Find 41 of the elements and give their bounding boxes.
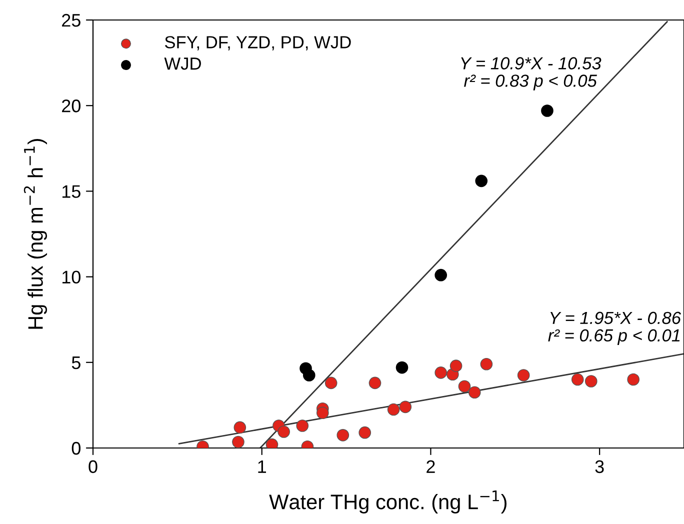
point — [296, 420, 309, 432]
point — [475, 174, 488, 188]
x-tick-label: 2 — [426, 460, 435, 473]
point — [387, 403, 400, 416]
point — [358, 426, 372, 439]
y-tick-label: 20 — [62, 100, 80, 112]
point — [396, 361, 408, 374]
x-tick-label: 0 — [88, 460, 98, 474]
legend-label: WJD — [164, 58, 201, 70]
point — [627, 373, 640, 386]
point — [517, 369, 530, 382]
point — [324, 376, 338, 390]
point — [584, 375, 598, 388]
point — [468, 386, 481, 399]
point — [316, 406, 329, 420]
point — [232, 436, 244, 448]
y-axis-title: Hg flux (ng m$^{−2}$ h$^{−1}$) — [24, 139, 48, 329]
annotation: Y = 10.9*X - 10.53 r² = 0.83 p < 0.05 — [461, 57, 602, 90]
y-tick-label: 15 — [62, 185, 80, 198]
point — [399, 400, 412, 414]
y-tick-label: 5 — [72, 356, 80, 370]
point — [336, 429, 350, 442]
annotation: Y = 1.95*X - 0.86 r² = 0.65 p < 0.01 — [548, 312, 682, 345]
x-tick-label: 1 — [258, 460, 266, 473]
point — [434, 268, 448, 282]
point — [434, 366, 448, 379]
point — [450, 360, 462, 372]
x-axis-title: Water THg conc. (ng L$^{−1}$) — [269, 490, 506, 514]
y-tick-label: 25 — [62, 14, 80, 27]
point — [541, 104, 554, 117]
x-tick-label: 3 — [595, 460, 604, 474]
point — [302, 369, 316, 382]
point — [571, 373, 584, 386]
point — [458, 380, 471, 393]
y-tick-label: 10 — [62, 270, 80, 284]
legend-label: SFY, DF, YZD, PD, WJD — [164, 36, 351, 50]
y-tick-label: 0 — [72, 442, 80, 455]
point — [480, 358, 493, 370]
point — [368, 376, 382, 390]
point — [278, 426, 290, 438]
point — [234, 421, 246, 434]
